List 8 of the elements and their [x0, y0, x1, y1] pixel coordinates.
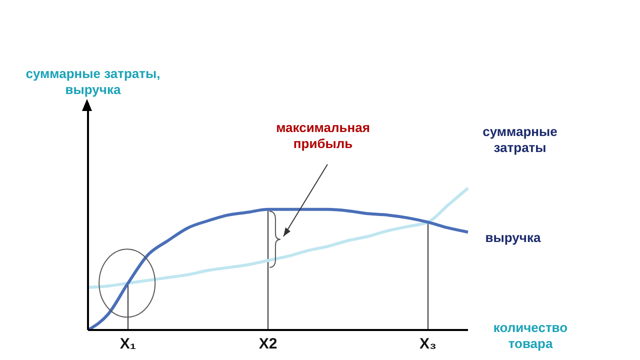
- text: суммарные затраты, выручка: [24, 66, 162, 98]
- x-tick-label: X2: [258, 336, 278, 353]
- text: суммарные затраты: [482, 124, 558, 156]
- x-tick-label: X₃: [420, 336, 437, 353]
- x-tick-label: X₁: [120, 336, 136, 353]
- x-axis-title: количество товара: [492, 320, 569, 352]
- series-label: выручка: [484, 230, 542, 246]
- text: максимальная прибыль: [275, 120, 371, 152]
